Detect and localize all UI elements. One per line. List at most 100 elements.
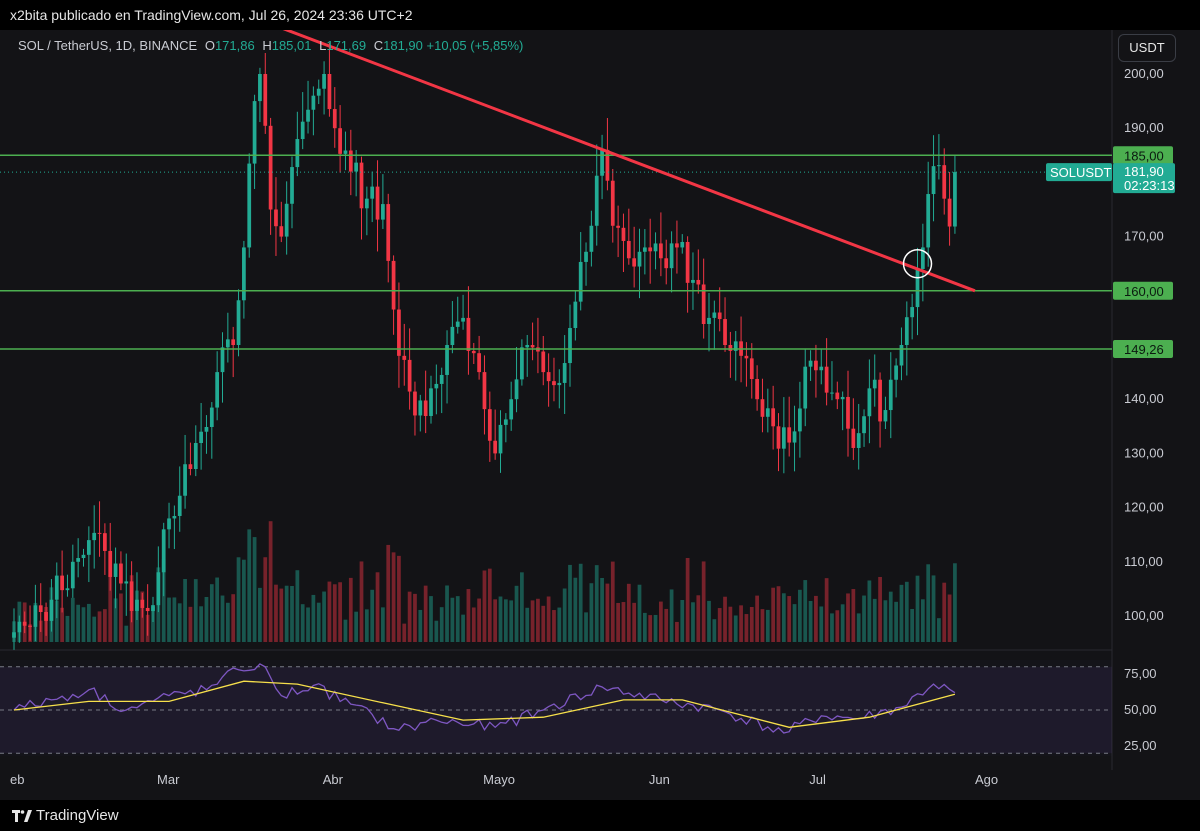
candle-body [621, 227, 626, 241]
level-tag-label: 149,26 [1124, 342, 1164, 357]
volume-bar [407, 591, 412, 642]
volume-bar [252, 537, 257, 642]
volume-bar [445, 585, 449, 642]
high-key: H [262, 38, 272, 53]
candle-body [904, 317, 909, 345]
candle-body [755, 379, 759, 400]
candle-body [274, 209, 278, 227]
volume-bar [653, 614, 658, 642]
candle-body [712, 312, 717, 318]
volume-bar [947, 594, 952, 642]
candle-body [364, 198, 369, 209]
volume-bar [755, 595, 759, 642]
candle-body [707, 317, 711, 325]
candle-body [947, 198, 952, 227]
currency-button[interactable]: USDT [1118, 34, 1176, 62]
close-key: C [373, 38, 384, 53]
volume-bar [327, 581, 332, 642]
volume-bar [209, 584, 214, 642]
candle-body [231, 339, 236, 345]
candle-body [177, 495, 182, 516]
volume-bar [81, 607, 86, 642]
candle-body [509, 399, 514, 420]
candle-body [653, 243, 658, 252]
volume-bar [776, 586, 781, 642]
volume-bar [119, 593, 123, 642]
volume-bar [819, 606, 824, 642]
candle-body [290, 167, 294, 204]
candle-body [584, 251, 588, 262]
volume-bar [316, 602, 321, 642]
volume-bar [290, 585, 294, 642]
candle-body [220, 347, 225, 373]
volume-bar [594, 565, 599, 642]
price-chart[interactable]: 200,00 190,00 170,00 140,00 130,00 120,00 110,… [0, 30, 1200, 800]
candle-body [685, 241, 690, 283]
rsi-ma-line [13, 680, 956, 728]
volume-bar [942, 582, 947, 642]
candle-body [659, 243, 663, 259]
volume-bar [680, 599, 685, 642]
candle-body [530, 345, 535, 348]
candles [12, 42, 957, 650]
volume-bar [552, 610, 556, 642]
candle-body [263, 74, 268, 126]
candle-body [632, 258, 637, 267]
time-tick-label: Jun [649, 772, 670, 787]
volume-bar [151, 606, 155, 642]
candle-body [466, 317, 471, 351]
volume-bar [664, 608, 669, 642]
chart-frame[interactable]: 200,00 190,00 170,00 140,00 130,00 120,00 110,… [0, 30, 1200, 800]
volume-bar [717, 608, 722, 642]
candle-body [209, 407, 214, 427]
tradingview-logo-icon[interactable] [12, 809, 32, 822]
candle-body [589, 225, 594, 252]
symbol-title[interactable]: SOL / TetherUS, 1D, BINANCE [18, 38, 198, 53]
candle-body [926, 194, 931, 248]
volume-bar [284, 585, 289, 642]
volume-bar [172, 597, 177, 642]
candle-body [648, 247, 653, 252]
volume-bar [904, 581, 909, 642]
volume-bar [161, 559, 166, 642]
footer-brand[interactable]: TradingView [36, 807, 119, 824]
volume-bar [177, 603, 182, 642]
volume-bar [65, 615, 70, 642]
candle-body [931, 166, 936, 195]
candle-body [872, 379, 877, 389]
volume-bar [814, 595, 818, 642]
candle-body [204, 426, 209, 432]
candle-body [749, 358, 754, 380]
volume-bar [862, 595, 866, 642]
candle-body [375, 186, 380, 220]
candle-body [760, 399, 765, 417]
volume-bar [193, 579, 198, 642]
last-price-tag [1113, 163, 1175, 194]
volume-bar [482, 570, 487, 642]
volume-bar [642, 612, 647, 642]
price-tick-label: 120,00 [1124, 500, 1164, 515]
volume-bar [888, 591, 893, 642]
candle-body [156, 572, 161, 606]
price-tick-label: 100,00 [1124, 608, 1164, 623]
volume-bar [798, 589, 802, 642]
volume-bar [183, 579, 187, 642]
candle-body [493, 440, 498, 454]
candle-body [119, 563, 123, 584]
volume-bar [498, 596, 503, 642]
candle-body [520, 347, 524, 380]
candle-body [610, 180, 615, 226]
candle-body [824, 366, 829, 393]
volume-bar [242, 559, 246, 642]
candle-body [300, 121, 305, 140]
publisher-author[interactable]: x2bita [10, 7, 48, 23]
volume-bar [557, 607, 562, 642]
candle-body [920, 247, 925, 269]
volume-bar [760, 609, 765, 642]
volume-bar [589, 583, 594, 642]
volume-bar [830, 613, 834, 642]
volume-bar [113, 598, 118, 642]
volume-bar [279, 588, 284, 642]
volume-bar [86, 603, 91, 642]
candle-body [439, 374, 444, 384]
